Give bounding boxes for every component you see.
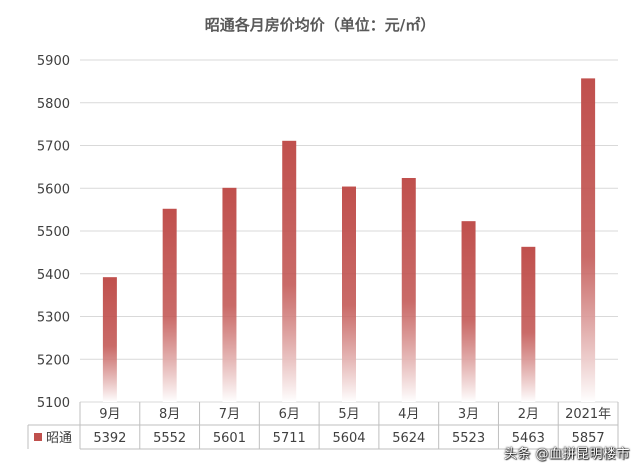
bar — [342, 186, 356, 402]
y-tick-label: 5700 — [37, 140, 70, 155]
y-tick-label: 5300 — [37, 311, 70, 326]
y-tick-label: 5600 — [37, 182, 70, 197]
bar — [521, 246, 536, 402]
x-tick-label: 2月 — [518, 407, 539, 422]
x-tick-label: 3月 — [458, 407, 479, 422]
bar — [222, 187, 237, 402]
legend-swatch — [34, 433, 42, 441]
x-tick-label: 2021年 — [565, 407, 611, 422]
bar — [461, 221, 476, 402]
data-table-value: 5601 — [213, 431, 246, 446]
y-tick-label: 5200 — [37, 353, 70, 368]
bar — [401, 177, 416, 402]
x-tick-label: 6月 — [279, 407, 300, 422]
bar — [102, 277, 117, 402]
data-table-value: 5552 — [153, 431, 186, 446]
data-table-value: 5604 — [332, 431, 365, 446]
bar — [581, 78, 596, 402]
data-table-value: 5523 — [452, 431, 485, 446]
data-table-value: 5711 — [273, 431, 306, 446]
data-table-value: 5463 — [512, 431, 545, 446]
watermark: 头条 @血拼昆明楼市 — [503, 447, 630, 462]
data-table-value: 5857 — [572, 431, 605, 446]
bar — [282, 140, 297, 403]
legend-label: 昭通 — [46, 431, 72, 446]
chart-title: 昭通各月房价均价（单位：元/㎡） — [205, 16, 435, 34]
y-tick-label: 5900 — [37, 54, 70, 69]
x-tick-label: 4月 — [398, 407, 419, 422]
x-tick-label: 7月 — [219, 407, 240, 422]
y-tick-label: 5100 — [37, 396, 70, 411]
x-tick-label: 9月 — [99, 407, 120, 422]
y-tick-label: 5800 — [37, 97, 70, 112]
data-table-value: 5392 — [93, 431, 126, 446]
y-tick-label: 5500 — [37, 225, 70, 240]
x-tick-label: 5月 — [338, 407, 359, 422]
data-table-value: 5624 — [392, 431, 425, 446]
y-tick-label: 5400 — [37, 268, 70, 283]
x-tick-label: 8月 — [159, 407, 180, 422]
bar — [162, 208, 177, 402]
